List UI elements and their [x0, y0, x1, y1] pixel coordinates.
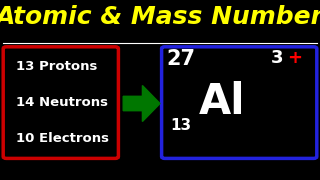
FancyArrow shape [123, 86, 160, 122]
Text: 27: 27 [166, 49, 195, 69]
Text: 13: 13 [170, 118, 191, 134]
Text: 13 Protons: 13 Protons [16, 60, 97, 73]
Text: Atomic & Mass Number: Atomic & Mass Number [0, 5, 320, 29]
Text: +: + [287, 49, 302, 67]
Text: 3: 3 [270, 49, 283, 67]
Text: 10 Electrons: 10 Electrons [16, 132, 109, 145]
Text: 14 Neutrons: 14 Neutrons [16, 96, 108, 109]
Text: Al: Al [199, 81, 246, 123]
